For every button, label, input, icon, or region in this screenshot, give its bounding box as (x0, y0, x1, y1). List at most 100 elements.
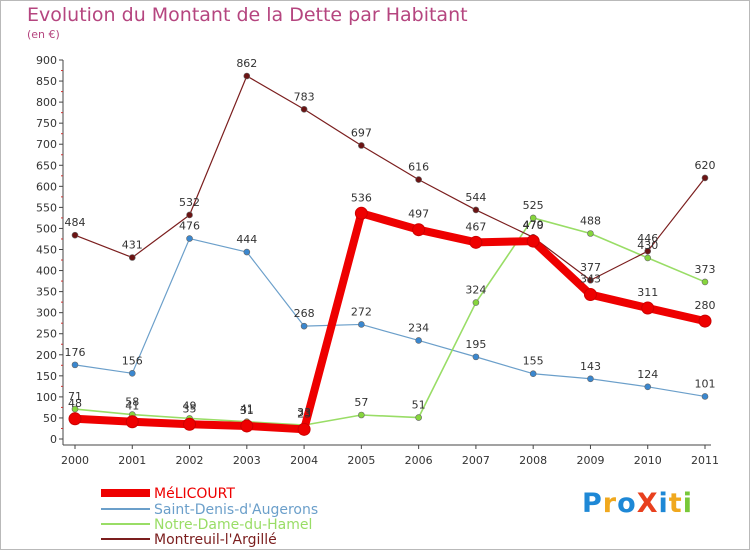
y-minor-tick (61, 427, 63, 429)
data-label: 525 (523, 199, 544, 212)
data-label: 470 (523, 219, 544, 232)
series-line (74, 75, 706, 281)
y-tick-label: 400 (36, 265, 57, 278)
data-point (701, 278, 709, 286)
data-label: 616 (408, 161, 429, 174)
data-label: 155 (523, 355, 544, 368)
y-minor-tick (61, 133, 63, 135)
data-point (128, 254, 136, 261)
y-minor-tick (61, 385, 63, 387)
x-tick-label: 2006 (405, 454, 433, 467)
y-tick-label: 850 (36, 75, 57, 88)
data-point (71, 231, 79, 239)
data-point (526, 234, 540, 248)
chart-subtitle: (en €) (27, 28, 60, 41)
data-label: 49 (183, 399, 197, 412)
y-tick-label: 550 (36, 201, 57, 214)
data-label: 620 (695, 159, 716, 172)
y-tick-label: 0 (50, 433, 57, 446)
data-point (358, 321, 365, 328)
y-tick-label: 600 (36, 180, 57, 193)
data-label: 476 (179, 220, 200, 233)
data-label: 57 (354, 396, 368, 409)
legend-label: MéLICOURT (154, 486, 235, 502)
chart-title: Evolution du Montant de la Dette par Hab… (27, 4, 468, 26)
data-point (644, 254, 652, 262)
y-minor-tick (61, 406, 63, 408)
y-minor-tick (61, 301, 63, 303)
data-label: 373 (695, 263, 716, 276)
data-point (186, 211, 193, 219)
data-label: 430 (637, 239, 658, 252)
x-tick-label: 2008 (519, 454, 547, 467)
y-tick-label: 150 (36, 370, 57, 383)
data-label: 544 (465, 191, 486, 204)
y-minor-tick (61, 112, 63, 114)
data-point (415, 414, 422, 421)
data-label: 343 (580, 273, 601, 286)
data-label: 156 (122, 354, 143, 367)
x-tick-label: 2007 (462, 454, 490, 467)
y-minor-tick (61, 364, 63, 366)
logo-letter: t (668, 488, 683, 519)
data-label: 71 (68, 390, 82, 403)
y-tick-label: 750 (36, 117, 57, 130)
data-point (415, 337, 422, 344)
data-label: 101 (695, 377, 716, 390)
data-label: 783 (294, 90, 315, 103)
data-point (300, 105, 308, 113)
data-point (71, 361, 79, 369)
series-layer (68, 72, 712, 436)
data-label: 497 (408, 208, 429, 221)
data-label: 268 (294, 307, 315, 320)
data-point (701, 393, 709, 400)
data-label: 58 (125, 396, 139, 409)
y-tick-label: 700 (36, 138, 57, 151)
data-point (472, 353, 480, 361)
axes: 0 50 100 150 200 250 300 350 400 450 500 550 600 650 7… (36, 54, 719, 467)
x-tick-label: 2010 (634, 454, 662, 467)
data-point (68, 412, 82, 426)
y-minor-tick (61, 91, 63, 93)
y-tick-label: 100 (36, 391, 57, 404)
logo-letter: P (582, 488, 603, 519)
data-point (354, 206, 368, 220)
data-point (358, 142, 365, 149)
data-label: 143 (580, 360, 601, 373)
y-tick-label: 200 (36, 349, 57, 362)
y-tick-label: 300 (36, 307, 57, 320)
data-point (412, 223, 426, 237)
x-tick-label: 2005 (347, 454, 375, 467)
y-minor-tick (61, 217, 63, 219)
data-point (240, 419, 254, 433)
data-label: 31 (240, 404, 254, 417)
legend: MéLICOURTSaint-Denis-d'AugeronsNotre-Dam… (101, 486, 318, 548)
y-tick-label: 900 (36, 54, 57, 67)
x-tick-label: 2000 (61, 454, 89, 467)
data-point (186, 235, 193, 242)
data-point (529, 370, 537, 378)
y-minor-tick (61, 238, 63, 240)
data-label: 536 (351, 191, 372, 204)
data-label: 41 (125, 400, 139, 413)
y-minor-tick (61, 70, 63, 72)
x-tick-label: 2002 (176, 454, 204, 467)
logo-letter: r (602, 488, 618, 519)
y-minor-tick (61, 322, 63, 324)
data-point (472, 299, 480, 306)
data-point (71, 405, 79, 413)
data-point (472, 206, 480, 214)
data-labels-layer: 176 156 476 444 268 272 234 195 155 143 124 101 71 58… (65, 57, 716, 420)
data-label: 124 (637, 368, 658, 381)
data-label: 532 (179, 196, 200, 209)
data-point (128, 370, 136, 377)
data-point (300, 322, 308, 330)
data-point (641, 301, 655, 315)
data-point (698, 314, 712, 328)
data-label: 311 (637, 286, 658, 299)
x-tick-label: 2004 (290, 454, 318, 467)
proxiti-logo: ProXiti (582, 488, 693, 519)
data-point (701, 174, 709, 182)
